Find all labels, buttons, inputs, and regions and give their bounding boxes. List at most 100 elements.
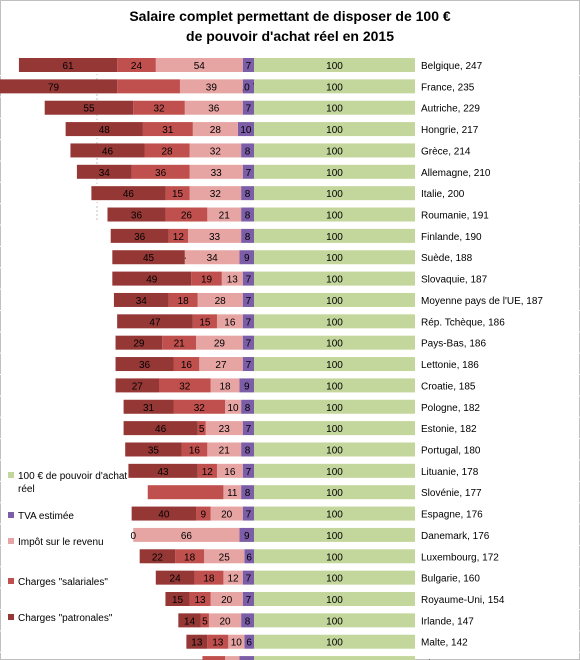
category-label: Lituanie, 178 [421, 467, 479, 478]
data-label: 35 [148, 445, 160, 456]
category-label: Pays-Bas, 186 [421, 339, 486, 350]
data-label: 8 [245, 488, 251, 499]
bar-segment [254, 250, 415, 265]
bar-segment [199, 357, 243, 372]
data-label: 100 [326, 467, 343, 478]
data-label: 33 [209, 232, 221, 243]
legend-label: TVA estimée [18, 511, 74, 522]
bar-segment [205, 421, 243, 436]
data-label: 7 [246, 168, 252, 179]
bar-segment [131, 506, 197, 521]
data-label: 100 [326, 595, 343, 606]
bar-segment [241, 613, 254, 628]
data-label: 39 [206, 82, 218, 93]
category-label: Portugal, 180 [421, 445, 481, 456]
data-label: 100 [326, 552, 343, 563]
bar-segment [239, 250, 254, 265]
bar-segment [254, 399, 415, 414]
data-label: 16 [181, 360, 193, 371]
data-label: 28 [210, 125, 222, 136]
data-label: 8 [245, 211, 251, 222]
data-label: 8 [245, 146, 251, 157]
data-label: 15 [199, 317, 211, 328]
bar-segment [208, 613, 242, 628]
bar-segment [107, 207, 166, 222]
bar-segment [155, 570, 195, 585]
data-label: 100 [326, 275, 343, 286]
data-label: 36 [208, 104, 220, 115]
category-label: Luxembourg, 172 [421, 552, 499, 563]
category-label: Suède, 188 [421, 253, 473, 264]
data-label: 20 [221, 510, 233, 521]
data-label: 20 [221, 595, 233, 606]
data-label: 100 [326, 189, 343, 200]
bar-segment [242, 506, 254, 521]
data-label: 100 [326, 445, 343, 456]
data-label: 100 [326, 253, 343, 264]
data-label: 34 [207, 253, 219, 264]
data-label: 8 [245, 616, 251, 627]
data-label: 100 [326, 360, 343, 371]
data-label: 7 [246, 467, 252, 478]
bar-segment [225, 399, 242, 414]
bar-segment [197, 463, 217, 478]
bar-segment [254, 357, 415, 372]
data-label: 5 [202, 616, 208, 627]
data-label: 12 [202, 467, 214, 478]
bar-segment [223, 570, 243, 585]
data-label: 23 [219, 424, 231, 435]
data-label: 47 [149, 317, 161, 328]
category-label: Italie, 200 [421, 189, 465, 200]
bar-segment [242, 271, 254, 286]
bar-segment [113, 292, 169, 307]
data-label: 24 [131, 61, 143, 72]
bar-segment [244, 634, 254, 649]
bar-segment [110, 228, 169, 243]
bar-segment [196, 335, 243, 350]
data-label: 15 [172, 189, 184, 200]
bar-segment [207, 207, 242, 222]
bar-segment [191, 271, 222, 286]
bar-segment [115, 335, 163, 350]
bar-segment [254, 485, 415, 500]
category-label: Allemagne, 210 [421, 168, 491, 179]
data-label: 100 [326, 232, 343, 243]
category-label: Slovénie, 177 [421, 488, 482, 499]
data-label: 8 [245, 189, 251, 200]
data-label: 48 [99, 125, 111, 136]
category-label: Estonie, 182 [421, 424, 477, 435]
bar-segment [210, 506, 243, 521]
data-label: 100 [326, 125, 343, 136]
data-label: 9 [244, 531, 250, 542]
category-label: Irlande, 147 [421, 616, 474, 627]
bar-segment [44, 100, 134, 115]
category-label: Espagne, 176 [421, 510, 483, 521]
data-label: 13 [227, 275, 239, 286]
data-label: 8 [245, 232, 251, 243]
category-label: Autriche, 229 [421, 104, 480, 115]
bar-segment [241, 228, 254, 243]
legend-swatch [8, 614, 14, 620]
data-label: 34 [136, 296, 148, 307]
bar-segment [204, 549, 245, 564]
data-label: 18 [203, 574, 215, 585]
legend-swatch [8, 472, 14, 478]
data-label: 100 [326, 317, 343, 328]
category-label: Hongrie, 217 [421, 125, 479, 136]
data-label: 16 [224, 317, 236, 328]
category-label: Finlande, 190 [421, 232, 482, 243]
chart-title: Salaire complet permettant de disposer d… [0, 6, 580, 46]
data-label: 55 [83, 104, 95, 115]
bar-segment [173, 399, 226, 414]
bar-segment [112, 271, 192, 286]
bar-segment [242, 164, 254, 179]
bar-segment [254, 527, 415, 542]
bar-segment [254, 442, 415, 457]
bar-segment [142, 122, 193, 137]
data-label: 100 [326, 104, 343, 115]
data-label: 7 [246, 510, 252, 521]
bar-segment [223, 485, 242, 500]
bar-segment [184, 100, 243, 115]
data-label: 36 [131, 211, 143, 222]
data-label: 100 [326, 424, 343, 435]
